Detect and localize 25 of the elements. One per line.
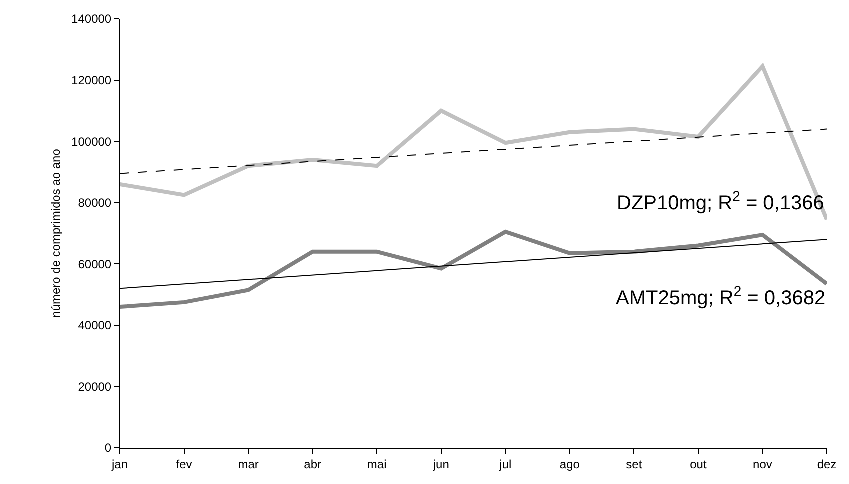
x-tick-label: jun: [432, 457, 450, 472]
y-tick-label: 120000: [72, 73, 112, 88]
x-tick-label: dez: [817, 457, 837, 472]
x-tick-label: jul: [498, 457, 512, 472]
x-tick-label: nov: [753, 457, 772, 472]
line-series: [120, 64, 827, 222]
y-tick-label: 40000: [78, 318, 112, 333]
x-tick-label: ago: [560, 457, 580, 472]
x-tick-label: mar: [238, 457, 259, 472]
y-tick-label: 80000: [78, 196, 112, 210]
x-tick-label: fev: [176, 457, 192, 472]
annotation: DZP10mg; R$^{2}$ = 0,1366: [617, 188, 824, 214]
x-tick-label: out: [690, 457, 708, 472]
x-tick-label: abr: [304, 457, 322, 472]
y-tick-label: 60000: [78, 257, 112, 272]
x-tick-label: jan: [110, 457, 128, 472]
y-tick-label: 100000: [72, 134, 112, 149]
annotation: AMT25mg; R$^{2}$ = 0,3682: [616, 283, 826, 310]
y-axis-title: número de comprimidos ao ano: [48, 148, 63, 318]
line-series: [120, 230, 827, 310]
y-tick-label: 20000: [78, 380, 112, 394]
y-tick-label: 0: [104, 441, 112, 456]
y-tick-label: 140000: [72, 12, 112, 26]
x-tick-label: set: [626, 457, 643, 472]
x-tick-label: mai: [367, 457, 387, 472]
